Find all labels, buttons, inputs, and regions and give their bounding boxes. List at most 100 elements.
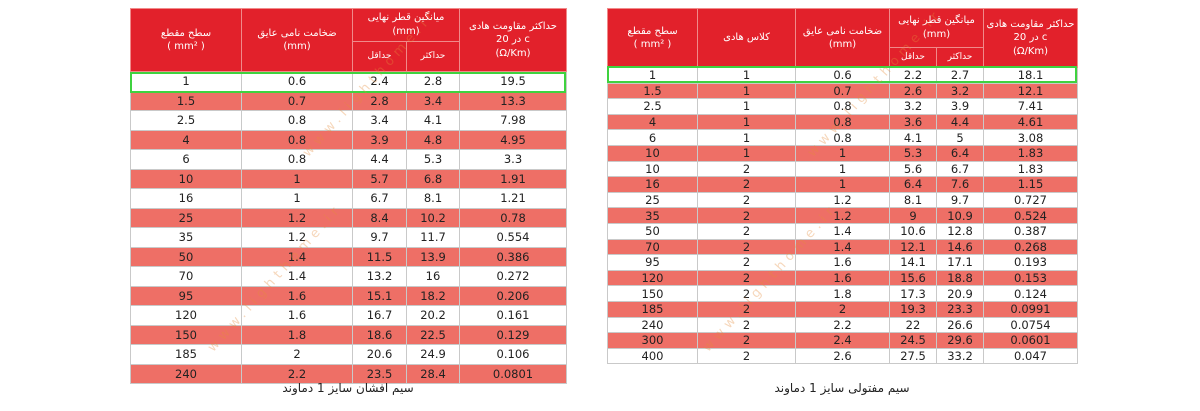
table-cell: 1 (241, 168, 353, 189)
table-row: 70 1.4 13.2 16 0.272 (130, 266, 567, 287)
table-cell: 1.91 (459, 168, 567, 189)
table-cell: 2 (241, 344, 353, 365)
table-cell: 0.7 (241, 90, 353, 111)
table-cell: 4.1 (889, 129, 937, 146)
table-cell: 0.129 (459, 324, 567, 345)
table-cell: 0.8 (241, 110, 353, 131)
table-cell: 1.8 (241, 324, 353, 345)
table-cell: 1 (130, 71, 242, 92)
table-cell: 24.9 (406, 344, 460, 365)
table-row: 25 1.2 8.4 10.2 0.78 (130, 207, 567, 228)
table-cell: 150 (607, 285, 698, 302)
table-cell: 0.0754 (983, 316, 1078, 334)
table-cell: 16.7 (352, 305, 407, 326)
table-cell: 23.5 (352, 363, 407, 384)
table-row: 185 2 2 19.3 23.3 0.0991 (607, 300, 1078, 318)
table-cell: 22 (889, 316, 937, 334)
table-cell: 2.4 (795, 332, 890, 349)
table-cell: 0.272 (459, 266, 567, 287)
table-cell: 3.2 (936, 82, 984, 100)
table-cell: 6.4 (889, 176, 937, 193)
table-cell: 12.1 (889, 238, 937, 256)
min-header: حداقل (889, 46, 937, 69)
table-cell: 18.2 (406, 285, 460, 306)
table-row: 70 2 1.4 12.1 14.6 0.268 (607, 238, 1078, 256)
table-cell: 10.9 (936, 207, 984, 224)
table-cell: 16 (130, 188, 242, 209)
table-cell: 1.6 (795, 269, 890, 287)
table-cell: 3.6 (889, 113, 937, 131)
table-cell: 6.8 (406, 168, 460, 189)
table-row: 4 0.8 3.9 4.8 4.95 (130, 129, 567, 150)
table-cell: 2 (697, 222, 796, 240)
table-cell: 7.41 (983, 98, 1078, 115)
table-cell: 25 (130, 207, 242, 228)
table-row: 2.5 0.8 3.4 4.1 7.98 (130, 110, 567, 131)
table-cell: 18.1 (983, 67, 1078, 84)
table-cell: 2 (697, 285, 796, 302)
table-cell: 17.1 (936, 254, 984, 271)
table-cell: 150 (130, 324, 242, 345)
table-cell: 1 (795, 176, 890, 193)
table-cell: 1.5 (130, 90, 242, 111)
table-cell: 24.5 (889, 332, 937, 349)
table-cell: 2.5 (130, 110, 242, 131)
table-row: 35 1.2 9.7 11.7 0.554 (130, 227, 567, 248)
table-cell: 8.1 (889, 191, 937, 209)
table-cell: 5.7 (352, 168, 407, 189)
table-cell: 1 (697, 113, 796, 131)
table-cell: 6.7 (936, 160, 984, 178)
table-cell: 2 (697, 332, 796, 349)
table-cell: 0.6 (241, 71, 353, 92)
table-row: 6 1 0.8 4.1 5 3.08 (607, 129, 1078, 146)
table-cell: 185 (607, 300, 698, 318)
table-cell: 0.0601 (983, 332, 1078, 349)
table-cell: 16 (406, 266, 460, 287)
table-cell: 1.2 (795, 207, 890, 224)
table-cell: 0.0801 (459, 363, 567, 384)
table-cell: 3.08 (983, 129, 1078, 146)
table-cell: 1.6 (795, 254, 890, 271)
table-cell: 12.1 (983, 82, 1078, 100)
table-cell: 10.2 (406, 207, 460, 228)
table-cell: 2.8 (352, 90, 407, 111)
table-row: 6 0.8 4.4 5.3 3.3 (130, 149, 567, 170)
table-cell: 300 (607, 332, 698, 349)
table-row: 240 2 2.2 22 26.6 0.0754 (607, 316, 1078, 334)
table-cell: 10 (607, 144, 698, 162)
table-row: 95 2 1.6 14.1 17.1 0.193 (607, 254, 1078, 271)
table-cell: 2 (697, 238, 796, 256)
table-cell: 8.1 (406, 188, 460, 209)
table-row: 240 2.2 23.5 28.4 0.0801 (130, 363, 567, 384)
table-cell: 0.8 (241, 129, 353, 150)
table-cell: 1.2 (241, 227, 353, 248)
table-row: 120 2 1.6 15.6 18.8 0.153 (607, 269, 1078, 287)
table-cell: 18.6 (352, 324, 407, 345)
table-cell: 7.6 (936, 176, 984, 193)
max-header: حداکثر (406, 40, 460, 73)
table-cell: 3.9 (352, 129, 407, 150)
table-row: 25 2 1.2 8.1 9.7 0.727 (607, 191, 1078, 209)
table-cell: 23.3 (936, 300, 984, 318)
table-cell: 18.8 (936, 269, 984, 287)
table-cell: 2 (795, 300, 890, 318)
table-cell: 0.8 (241, 149, 353, 170)
table-row: 1.5 1 0.7 2.6 3.2 12.1 (607, 82, 1078, 100)
table-cell: 6.7 (352, 188, 407, 209)
table-cell: 1.5 (607, 82, 698, 100)
table-cell: 1.15 (983, 176, 1078, 193)
table-cell: 0.161 (459, 305, 567, 326)
table-cell: 4.8 (406, 129, 460, 150)
table-row: 300 2 2.4 24.5 29.6 0.0601 (607, 332, 1078, 349)
right-caption: سیم مفتولی سایز 1 دماوند (774, 381, 910, 395)
table-cell: 0.8 (795, 98, 890, 115)
table-cell: 2 (697, 191, 796, 209)
table-cell: 0.78 (459, 207, 567, 228)
table-cell: 4.61 (983, 113, 1078, 131)
table-cell: 20.2 (406, 305, 460, 326)
table-cell: 0.206 (459, 285, 567, 306)
table-cell: 50 (130, 246, 242, 267)
table-cell: 10 (607, 160, 698, 178)
table-cell: 2.7 (936, 67, 984, 84)
table-row: 16 1 6.7 8.1 1.21 (130, 188, 567, 209)
